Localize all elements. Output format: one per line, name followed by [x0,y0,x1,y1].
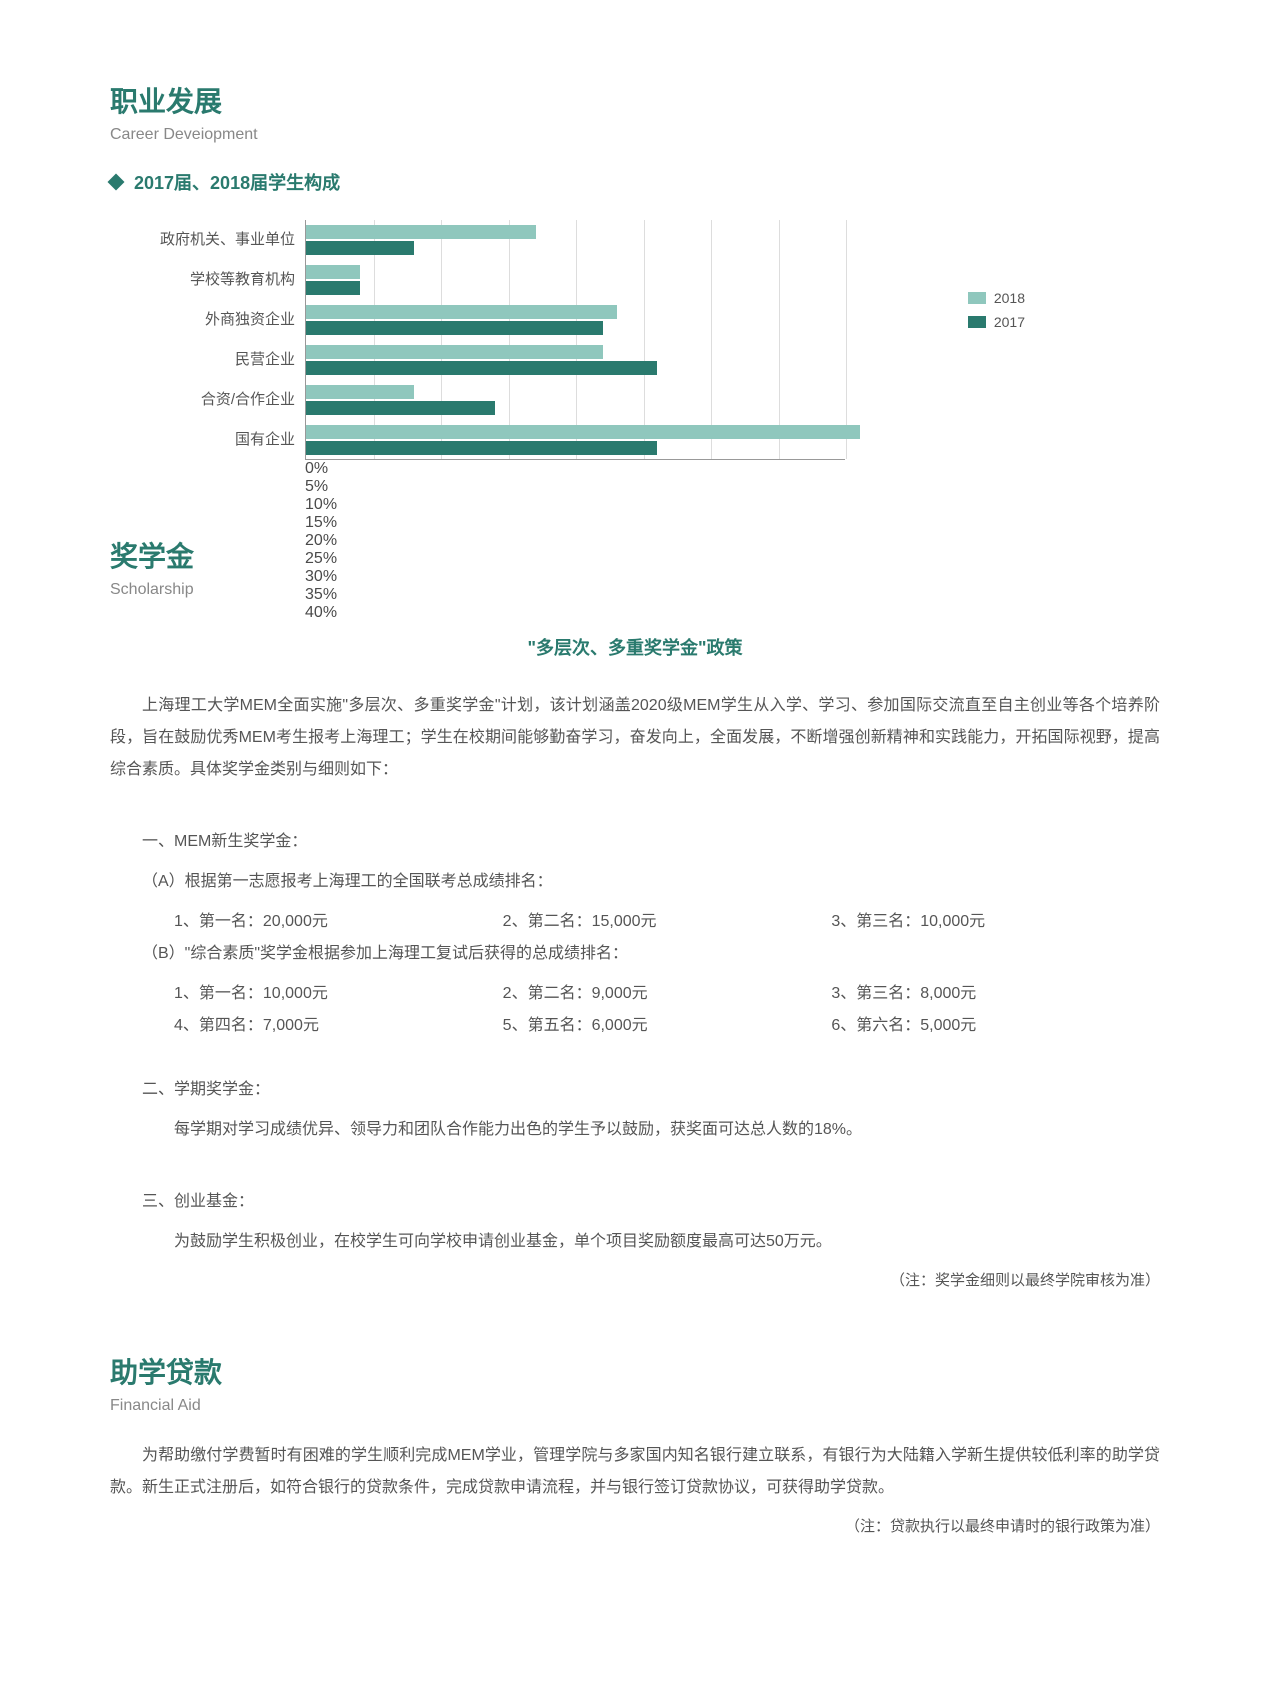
aid-section: 助学贷款 Financial Aid 为帮助缴付学费暂时有困难的学生顺利完成ME… [110,1351,1160,1542]
sec1-b-item: 2、第二名：9,000元 [503,978,832,1010]
sec1-a-item: 3、第三名：10,000元 [831,906,1160,938]
bar [306,265,360,279]
sec1-b-item: 1、第一名：10,000元 [174,978,503,1010]
chart-x-label: 15% [305,514,845,532]
bar [306,361,657,375]
career-title-cn: 职业发展 [110,80,1160,120]
sec1-b-items-r1: 1、第一名：10,000元 2、第二名：9,000元 3、第三名：8,000元 [110,978,1160,1010]
chart-x-label: 35% [305,586,845,604]
sec1-b-item: 6、第六名：5,000元 [831,1010,1160,1042]
sec1-a-head: （A）根据第一志愿报考上海理工的全国联考总成绩排名： [110,866,1160,898]
chart-x-labels: 0%5%10%15%20%25%30%35%40% [305,460,845,480]
career-chart: 政府机关、事业单位学校等教育机构外商独资企业民营企业合资/合作企业国有企业 20… [110,220,1160,480]
bar-group [306,260,360,300]
chart-y-label: 政府机关、事业单位 [160,220,295,260]
aid-note: （注：贷款执行以最终申请时的银行政策为准） [110,1512,1160,1542]
career-section: 职业发展 Career Deveiopment 2017届、2018届学生构成 … [110,80,1160,480]
bar-group [306,300,617,340]
legend-label: 2018 [994,290,1025,306]
bar-group [306,220,536,260]
scholarship-body: 上海理工大学MEM全面实施"多层次、多重奖学金"计划，该计划涵盖2020级MEM… [110,690,1160,1296]
chart-x-label: 0% [305,460,845,478]
bar [306,321,603,335]
sec1-b-head: （B）"综合素质"奖学金根据参加上海理工复试后获得的总成绩排名： [110,938,1160,970]
legend-swatch [968,316,986,328]
bar-group [306,380,495,420]
scholarship-note: （注：奖学金细则以最终学院审核为准） [110,1266,1160,1296]
scholarship-section: 奖学金 Scholarship "多层次、多重奖学金"政策 上海理工大学MEM全… [110,535,1160,1296]
chart-x-label: 20% [305,532,845,550]
sec1-a-item: 2、第二名：15,000元 [503,906,832,938]
aid-body: 为帮助缴付学费暂时有困难的学生顺利完成MEM学业，管理学院与多家国内知名银行建立… [110,1440,1160,1504]
aid-title-en: Financial Aid [110,1397,1160,1415]
chart-y-labels: 政府机关、事业单位学校等教育机构外商独资企业民营企业合资/合作企业国有企业 [160,220,305,460]
legend-item: 2018 [968,290,1025,306]
bar [306,385,414,399]
aid-title-cn: 助学贷款 [110,1351,1160,1391]
career-title-en: Career Deveiopment [110,126,1160,144]
chart-x-label: 25% [305,550,845,568]
chart-legend: 2018 2017 [968,290,1025,338]
sec2-head: 二、学期奖学金： [110,1074,1160,1106]
sec1-a-items: 1、第一名：20,000元 2、第二名：15,000元 3、第三名：10,000… [110,906,1160,938]
legend-item: 2017 [968,314,1025,330]
chart-y-label: 民营企业 [160,340,295,380]
chart-y-label: 学校等教育机构 [160,260,295,300]
legend-label: 2017 [994,314,1025,330]
diamond-icon [108,174,125,191]
bar-group [306,420,860,460]
sec1-head: 一、MEM新生奖学金： [110,826,1160,858]
sec3-body: 为鼓励学生积极创业，在校学生可向学校申请创业基金，单个项目奖励额度最高可达50万… [110,1226,1160,1258]
chart-x-label: 30% [305,568,845,586]
career-subsection-header: 2017届、2018届学生构成 [110,169,1160,195]
sec2-body: 每学期对学习成绩优异、领导力和团队合作能力出色的学生予以鼓励，获奖面可达总人数的… [110,1114,1160,1146]
bar [306,305,617,319]
bar [306,225,536,239]
career-sub-title: 2017届、2018届学生构成 [134,169,340,195]
sec1-b-items-r2: 4、第四名：7,000元 5、第五名：6,000元 6、第六名：5,000元 [110,1010,1160,1042]
chart-y-label: 外商独资企业 [160,300,295,340]
aid-body-wrap: 为帮助缴付学费暂时有困难的学生顺利完成MEM学业，管理学院与多家国内知名银行建立… [110,1440,1160,1542]
bar [306,401,495,415]
chart-y-label: 合资/合作企业 [160,380,295,420]
chart-x-label: 40% [305,604,845,622]
chart-x-label: 10% [305,496,845,514]
bar [306,425,860,439]
sec1-b-item: 5、第五名：6,000元 [503,1010,832,1042]
bar-group [306,340,657,380]
sec1-a-item: 1、第一名：20,000元 [174,906,503,938]
bar [306,281,360,295]
bar [306,345,603,359]
bar [306,441,657,455]
bar [306,241,414,255]
legend-swatch [968,292,986,304]
sec1-b-item: 3、第三名：8,000元 [831,978,1160,1010]
chart-plot: 20182017 [305,220,845,460]
chart-y-label: 国有企业 [160,420,295,460]
chart-x-label: 5% [305,478,845,496]
scholarship-policy-title: "多层次、多重奖学金"政策 [110,634,1160,660]
sec3-head: 三、创业基金： [110,1186,1160,1218]
sec1-b-item: 4、第四名：7,000元 [174,1010,503,1042]
scholarship-intro: 上海理工大学MEM全面实施"多层次、多重奖学金"计划，该计划涵盖2020级MEM… [110,690,1160,786]
